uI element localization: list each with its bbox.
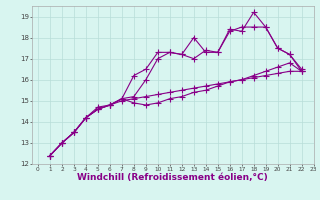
X-axis label: Windchill (Refroidissement éolien,°C): Windchill (Refroidissement éolien,°C) bbox=[77, 173, 268, 182]
